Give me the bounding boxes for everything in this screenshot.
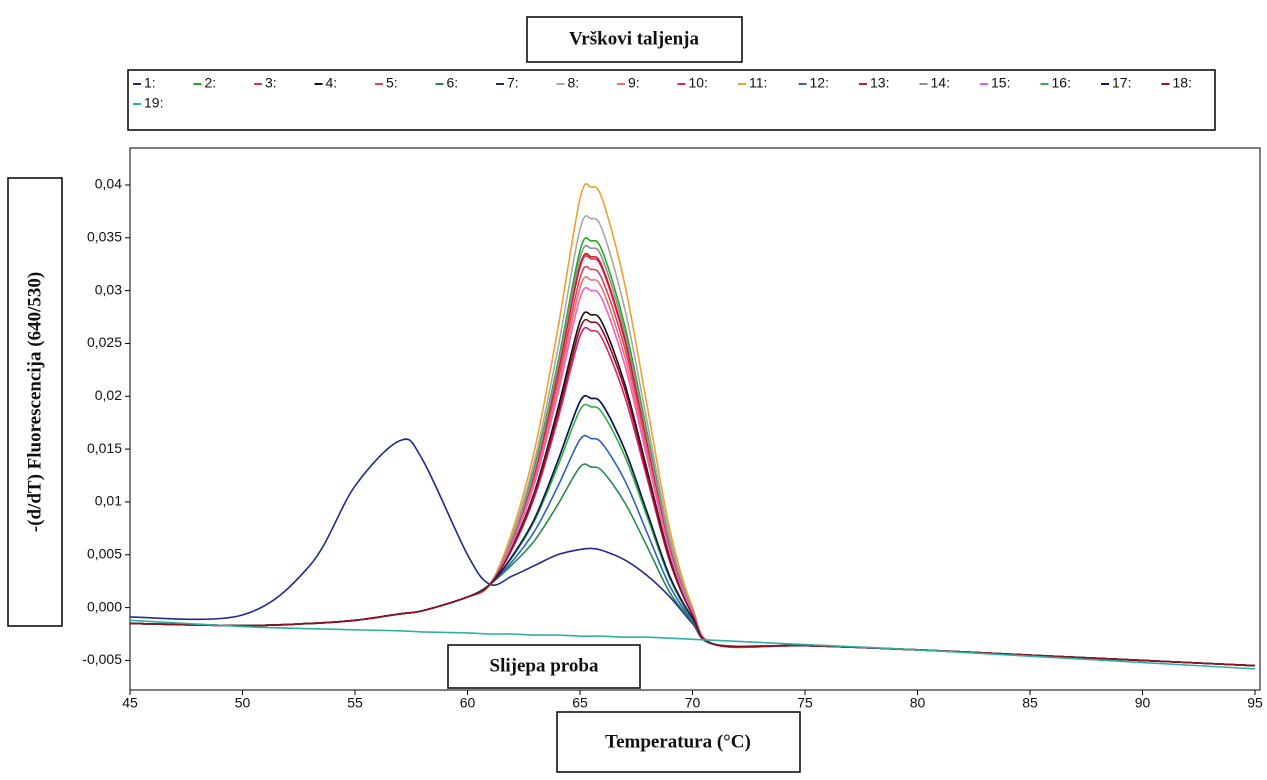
y-tick-label: 0,01 [95,493,122,509]
legend-label: 12: [810,75,829,91]
legend-label: 19: [144,95,163,111]
y-axis-label: -(d/dT) Fluorescencija (640/530) [24,272,45,532]
x-tick-label: 50 [235,695,251,711]
legend-label: 14: [931,75,950,91]
x-tick-label: 85 [1022,695,1038,711]
x-tick-label: 45 [122,695,138,711]
y-tick-label: 0,015 [87,440,122,456]
legend-label: 2: [205,75,217,91]
legend-label: 5: [386,75,398,91]
y-tick-label: 0,04 [95,176,122,192]
legend-label: 6: [447,75,459,91]
x-tick-label: 60 [460,695,476,711]
legend-label: 9: [628,75,640,91]
legend-label: 15: [991,75,1010,91]
series-line [129,619,1256,670]
legend-label: 10: [689,75,708,91]
annotation: Slijepa proba [490,655,599,676]
legend-label: 13: [870,75,889,91]
plot-area [129,147,1261,691]
legend-label: 11: [749,75,767,91]
y-tick-label: 0,025 [87,334,122,350]
x-tick-label: 55 [347,695,363,711]
legend-label: 16: [1052,75,1071,91]
x-tick-label: 75 [797,695,813,711]
legend-label: 18: [1173,75,1192,91]
x-label-box [556,711,801,773]
annotation-box [447,644,641,689]
y-tick-label: 0,02 [95,387,122,403]
legend-box [127,69,1216,131]
x-tick-label: 65 [572,695,588,711]
legend-label: 17: [1112,75,1131,91]
y-label-box [7,177,63,627]
x-tick-label: 70 [685,695,701,711]
y-tick-label: 0,035 [87,229,122,245]
y-tick-label: 0,000 [87,598,122,614]
legend-label: 4: [326,75,338,91]
legend-label: 1: [144,75,156,91]
y-tick-label: 0,03 [95,281,122,297]
x-tick-label: 90 [1135,695,1151,711]
y-tick-label: -0,005 [82,651,122,667]
legend-label: 8: [568,75,580,91]
legend-label: 3: [265,75,277,91]
y-tick-label: 0,005 [87,545,122,561]
x-axis-label: Temperatura (°C) [605,731,751,752]
title-box [526,16,743,63]
legend-label: 7: [507,75,519,91]
chart-title: Vrškovi taljenja [569,28,699,49]
x-tick-label: 95 [1247,695,1263,711]
x-tick-label: 80 [910,695,926,711]
